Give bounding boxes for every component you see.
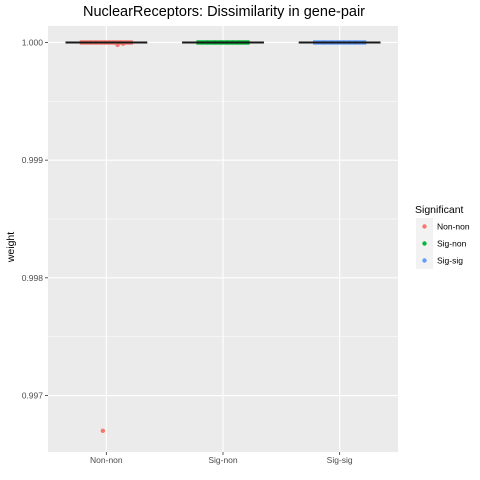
y-axis-label: weight bbox=[5, 232, 17, 263]
x-axis: Non-non Sig-non Sig-sig bbox=[90, 452, 353, 465]
y-tick-label: 0.999 bbox=[22, 155, 44, 165]
y-tick-label: 1.000 bbox=[22, 37, 44, 47]
legend-label: Non-non bbox=[437, 222, 470, 232]
x-tick-label: Sig-non bbox=[208, 455, 238, 465]
x-tick-label: Sig-sig bbox=[327, 455, 353, 465]
legend-label: Sig-sig bbox=[437, 256, 463, 266]
legend: Significant Non-non Sig-non Sig-sig bbox=[415, 204, 470, 269]
y-tick-label: 0.998 bbox=[22, 273, 44, 283]
legend-title: Significant bbox=[415, 204, 464, 216]
chart-title: NuclearReceptors: Dissimilarity in gene-… bbox=[83, 4, 365, 20]
legend-label: Sig-non bbox=[437, 239, 467, 249]
y-tick-label: 0.997 bbox=[22, 391, 44, 401]
x-tick-label: Non-non bbox=[90, 455, 123, 465]
point-layer bbox=[65, 40, 381, 434]
y-axis: 0.997 0.998 0.999 1.000 bbox=[22, 37, 48, 401]
outlier-point bbox=[100, 428, 106, 434]
legend-swatch bbox=[422, 224, 427, 229]
legend-swatch bbox=[422, 241, 427, 246]
legend-swatch bbox=[422, 258, 427, 263]
